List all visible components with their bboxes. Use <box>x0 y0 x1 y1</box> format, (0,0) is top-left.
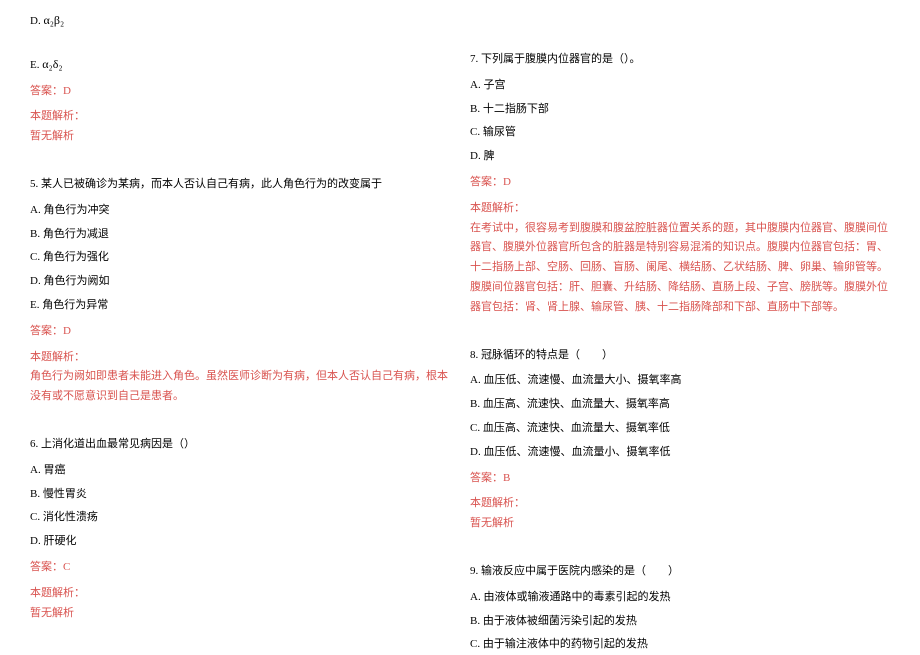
q6-a: A. 胃癌 <box>30 461 450 481</box>
q6-text: 6. 上消化道出血最常见病因是（） <box>30 435 450 455</box>
q6-d: D. 肝硬化 <box>30 532 450 552</box>
option-e-label: E. <box>30 59 39 71</box>
q8-text: 8. 冠脉循环的特点是（ ） <box>470 346 890 366</box>
right-column: 7. 下列属于腹膜内位器官的是（）。 A. 子宫 B. 十二指肠下部 C. 输尿… <box>460 10 900 641</box>
q5-b: B. 角色行为减退 <box>30 225 450 245</box>
answer-1: 答案：D <box>30 82 450 102</box>
q5-d: D. 角色行为阙如 <box>30 272 450 292</box>
analysis-1-content: 暂无解析 <box>30 127 450 147</box>
q7-a: A. 子宫 <box>470 76 890 96</box>
q8-c: C. 血压高、流速快、血流量大、摄氧率低 <box>470 419 890 439</box>
q5-answer: 答案：D <box>30 322 450 342</box>
q5-c: C. 角色行为强化 <box>30 248 450 268</box>
q7-ana-content: 在考试中，很容易考到腹膜和腹盆腔脏器位置关系的题，其中腹膜内位器官、腹膜间位器官… <box>470 219 890 318</box>
q8-ana-label: 本题解析： <box>470 494 890 514</box>
q7-c: C. 输尿管 <box>470 123 890 143</box>
option-d-label: D. <box>30 15 41 27</box>
q8-d: D. 血压低、流速慢、血流量小、摄氧率低 <box>470 443 890 463</box>
q5-e: E. 角色行为异常 <box>30 296 450 316</box>
q6-b: B. 慢性胃炎 <box>30 485 450 505</box>
q9-a: A. 由液体或输液通路中的毒素引起的发热 <box>470 588 890 608</box>
q9-text: 9. 输液反应中属于医院内感染的是（ ） <box>470 562 890 582</box>
q8-answer: 答案：B <box>470 469 890 489</box>
option-e-formula: α₂δ₂ <box>42 57 62 71</box>
q6-ana-label: 本题解析： <box>30 584 450 604</box>
q5-a: A. 角色行为冲突 <box>30 201 450 221</box>
analysis-1-label: 本题解析： <box>30 107 450 127</box>
q8-a: A. 血压低、流速慢、血流量大小、摄氧率高 <box>470 371 890 391</box>
option-d: D. α₂β₂ <box>30 10 450 32</box>
q9-c: C. 由于输注液体中的药物引起的发热 <box>470 635 890 655</box>
option-e: E. α₂δ₂ <box>30 54 450 76</box>
q7-answer: 答案：D <box>470 173 890 193</box>
q7-d: D. 脾 <box>470 147 890 167</box>
q6-answer: 答案：C <box>30 558 450 578</box>
q6-c: C. 消化性溃疡 <box>30 508 450 528</box>
option-d-formula: α₂β₂ <box>43 13 64 27</box>
q6-ana-content: 暂无解析 <box>30 604 450 624</box>
q9-b: B. 由于液体被细菌污染引起的发热 <box>470 612 890 632</box>
q8-b: B. 血压高、流速快、血流量大、摄氧率高 <box>470 395 890 415</box>
q5-ana-label: 本题解析： <box>30 348 450 368</box>
left-column: D. α₂β₂ E. α₂δ₂ 答案：D 本题解析： 暂无解析 5. 某人已被确… <box>20 10 460 641</box>
q7-b: B. 十二指肠下部 <box>470 100 890 120</box>
q5-text: 5. 某人已被确诊为某病，而本人否认自己有病，此人角色行为的改变属于 <box>30 175 450 195</box>
q7-text: 7. 下列属于腹膜内位器官的是（）。 <box>470 50 890 70</box>
q7-ana-label: 本题解析： <box>470 199 890 219</box>
q8-ana-content: 暂无解析 <box>470 514 890 534</box>
q5-ana-content: 角色行为阙如即患者未能进入角色。虽然医师诊断为有病，但本人否认自己有病，根本没有… <box>30 367 450 407</box>
